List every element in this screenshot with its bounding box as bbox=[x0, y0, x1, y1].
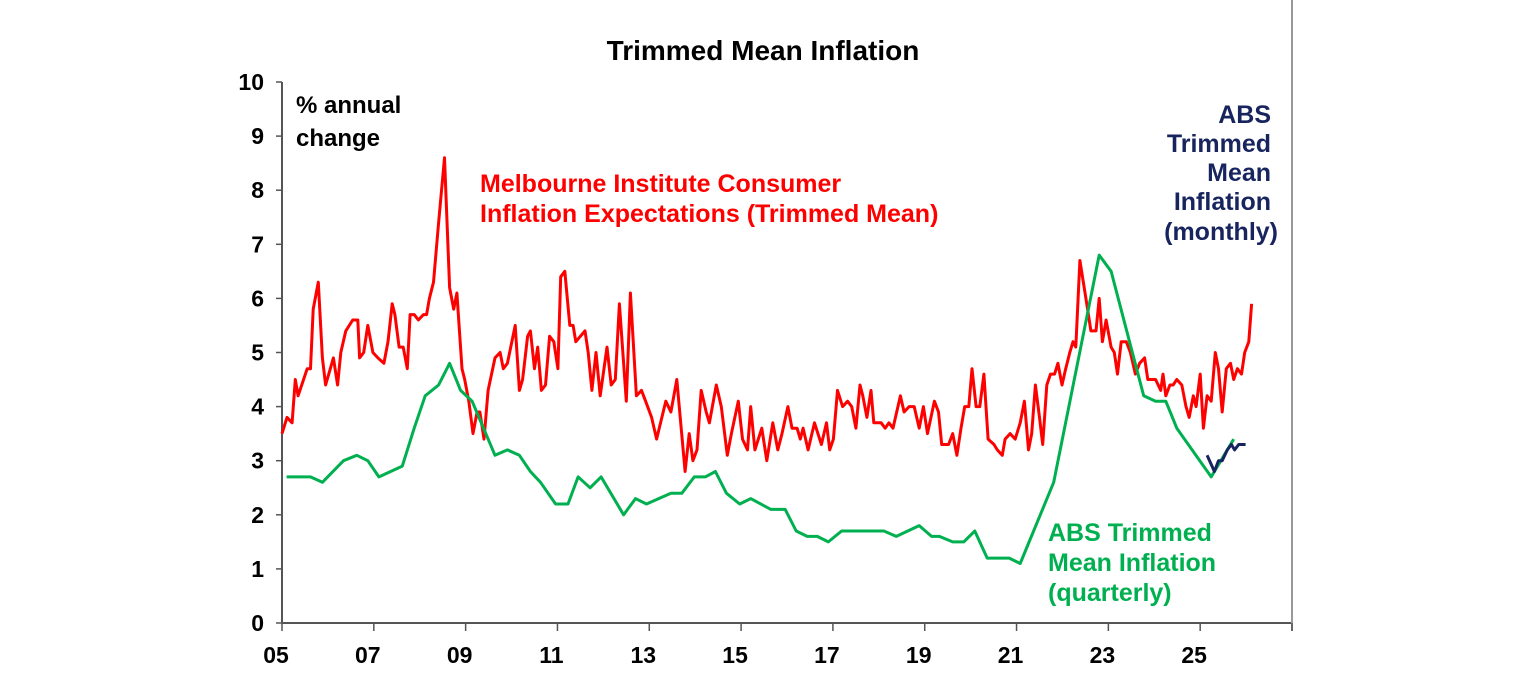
x-tick-label: 13 bbox=[630, 642, 656, 668]
series-label-line: Mean Inflation bbox=[1048, 549, 1216, 577]
series-label-line: Melbourne Institute Consumer bbox=[480, 170, 841, 198]
y-tick-label: 7 bbox=[251, 231, 264, 257]
x-tick-label: 09 bbox=[447, 642, 473, 668]
y-tick-label: 4 bbox=[251, 394, 264, 420]
y-tick-label: 10 bbox=[238, 69, 264, 95]
series-label-line: ABS Trimmed bbox=[1048, 519, 1212, 547]
y-tick-label: 6 bbox=[251, 285, 264, 311]
y-axis-unit-label: % annual change bbox=[296, 92, 408, 152]
series-label-line: ABS bbox=[1218, 101, 1271, 129]
x-tick-label: 05 bbox=[263, 642, 289, 668]
y-tick-label: 1 bbox=[251, 556, 264, 582]
x-tick-label: 19 bbox=[906, 642, 932, 668]
series-label-line: Mean bbox=[1207, 159, 1271, 187]
x-tick-label: 25 bbox=[1181, 642, 1207, 668]
series-label-line: Trimmed bbox=[1167, 130, 1271, 158]
melbourne-institute-line bbox=[280, 156, 1254, 473]
x-tick-label: 15 bbox=[722, 642, 748, 668]
y-axis-unit-line-2: change bbox=[296, 125, 380, 152]
series-label-line: (quarterly) bbox=[1048, 579, 1172, 607]
series-label-line: Inflation bbox=[1174, 188, 1271, 216]
x-tick-label: 07 bbox=[355, 642, 381, 668]
y-tick-label: 0 bbox=[251, 610, 264, 636]
series-lines bbox=[280, 156, 1254, 565]
series-label-abs-monthly: ABS Trimmed Mean Inflation (monthly) bbox=[1164, 101, 1278, 246]
series-label-melbourne-institute: Melbourne Institute Consumer Inflation E… bbox=[480, 170, 938, 228]
series-label-line: Inflation Expectations (Trimmed Mean) bbox=[480, 200, 938, 228]
y-tick-label: 5 bbox=[251, 340, 264, 366]
y-tick-label: 9 bbox=[251, 123, 264, 149]
x-tick-label: 21 bbox=[998, 642, 1024, 668]
x-tick-label: 11 bbox=[539, 642, 564, 668]
chart-title: Trimmed Mean Inflation bbox=[607, 35, 920, 66]
y-tick-label: 8 bbox=[251, 177, 264, 203]
y-axis-unit-line-1: % annual bbox=[296, 92, 401, 119]
series-label-line: (monthly) bbox=[1164, 218, 1278, 246]
abs-monthly-line bbox=[1205, 443, 1246, 473]
y-tick-label: 2 bbox=[251, 502, 264, 528]
series-label-abs-quarterly: ABS Trimmed Mean Inflation (quarterly) bbox=[1048, 519, 1223, 607]
y-tick-label: 3 bbox=[251, 448, 264, 474]
abs-quarterly-line bbox=[286, 253, 1235, 565]
x-tick-label: 17 bbox=[814, 642, 840, 668]
x-tick-label: 23 bbox=[1090, 642, 1116, 668]
